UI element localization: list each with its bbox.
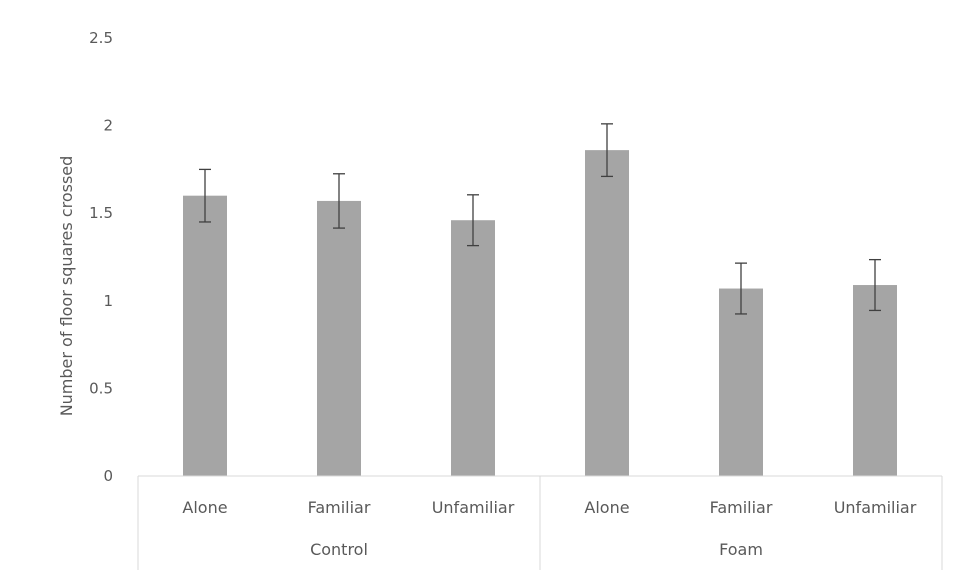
group-labels: Control Foam: [310, 540, 763, 559]
error-bar: [333, 173, 345, 229]
x-category-label: Unfamiliar: [432, 498, 515, 517]
error-bars: [199, 123, 881, 315]
x-group-label: Foam: [719, 540, 763, 559]
error-bar: [199, 168, 211, 223]
x-category-label: Alone: [182, 498, 227, 517]
x-category-label: Familiar: [710, 498, 773, 517]
category-labels: Alone Familiar Unfamiliar Alone Familiar Unfa…: [182, 498, 916, 517]
error-bar: [601, 123, 613, 178]
y-tick-label: 1: [103, 292, 113, 310]
y-axis-ticks: 0 0.5 1 1.5 2 2.5: [89, 29, 113, 485]
y-axis-title: Number of floor squares crossed: [57, 156, 76, 417]
x-category-label: Alone: [584, 498, 629, 517]
x-category-label: Familiar: [308, 498, 371, 517]
bar: [451, 220, 495, 476]
x-group-label: Control: [310, 540, 368, 559]
y-tick-label: 0: [103, 467, 113, 485]
error-bar: [869, 258, 881, 312]
error-bar: [735, 262, 747, 315]
y-tick-label: 2: [103, 117, 113, 135]
bar: [719, 288, 763, 476]
bar: [183, 195, 227, 476]
bar: [853, 285, 897, 476]
error-bar: [467, 194, 479, 247]
bars: [183, 150, 897, 477]
axes: [137, 475, 943, 570]
bar: [317, 200, 361, 476]
x-category-label: Unfamiliar: [834, 498, 917, 517]
y-tick-label: 2.5: [89, 29, 113, 47]
bar: [585, 150, 629, 477]
y-tick-label: 1.5: [89, 204, 113, 222]
y-tick-label: 0.5: [89, 379, 113, 397]
